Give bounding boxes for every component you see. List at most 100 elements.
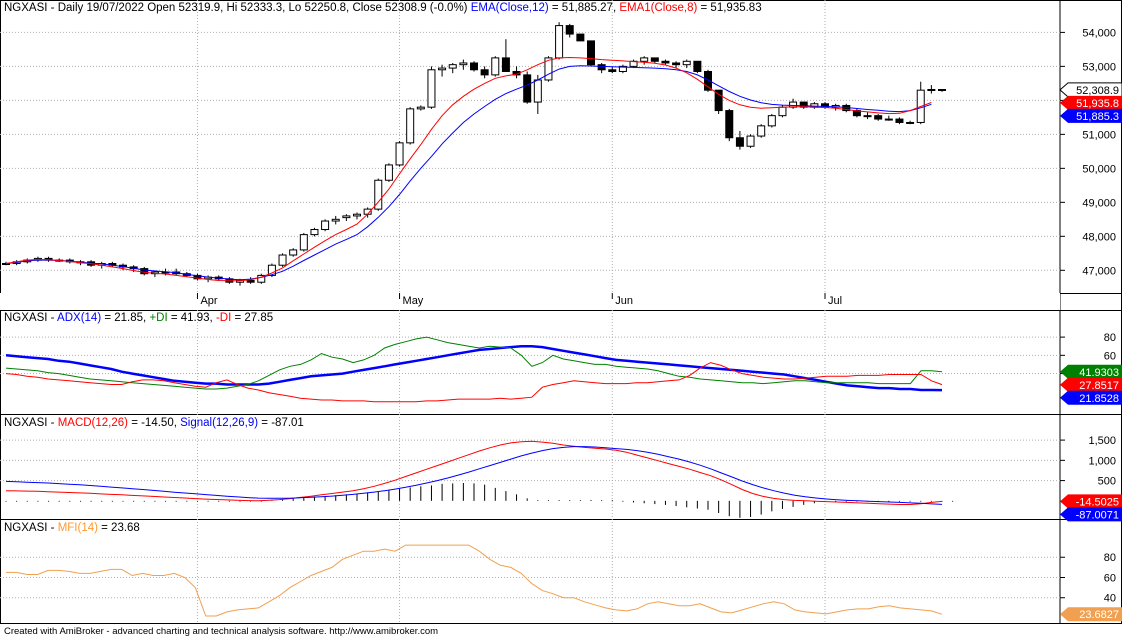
month-label-jul: Jul [828, 295, 842, 307]
adx-label: ADX(14) [57, 312, 102, 324]
candle-up [353, 213, 361, 217]
candle-up [544, 57, 553, 81]
candle-up [310, 229, 319, 236]
candle-down [576, 33, 585, 42]
candle-down [470, 62, 478, 71]
candle-up [555, 25, 564, 59]
candle-up [906, 121, 915, 124]
adx-value: = 21.85, [101, 312, 150, 324]
tag-shape [1060, 607, 1122, 622]
candle-down [714, 89, 723, 112]
candle-down [725, 110, 734, 139]
tag-shape [1060, 377, 1122, 392]
y-tick-label: 51,000 [1082, 129, 1116, 141]
candle-down [565, 25, 574, 35]
candle-up [374, 179, 383, 210]
tag-text: 51,885.3 [1076, 111, 1119, 123]
candle-down [735, 137, 744, 147]
mfi-pane-header: NGXASI - MFI(14) = 23.68 [4, 522, 140, 534]
last-value-tag: 27.8517 [1060, 377, 1122, 392]
signal-12-26-9-line [5, 446, 943, 505]
candle-down [587, 40, 595, 66]
candle-up [746, 135, 755, 147]
tag-shape [1059, 82, 1122, 98]
last-value-tag: 41.9303 [1060, 364, 1122, 379]
pdi-label: +DI [149, 312, 168, 324]
candle-up [384, 164, 393, 181]
y-tick-label: 1,000 [1088, 455, 1116, 467]
price-pane-header: NGXASI - Daily 19/07/2022 Open 52319.9, … [4, 2, 762, 14]
ohlc-summary: - Daily 19/07/2022 Open 52319.9, Hi 5233… [47, 2, 468, 14]
y-tick-label: 60 [1104, 572, 1116, 584]
candle-up [778, 106, 787, 117]
footer-credit: Created with AmiBroker - advanced charti… [4, 626, 439, 637]
candle-up [863, 115, 872, 118]
candle-up [533, 79, 542, 103]
macd-symbol: NGXASI - [4, 417, 58, 429]
tag-text: 52,308.9 [1076, 85, 1119, 97]
macd-pane-header: NGXASI - MACD(12,26) = -14.50, Signal(12… [4, 417, 304, 429]
month-label-may: May [403, 295, 424, 307]
candle-down [672, 62, 681, 66]
adx-pane-header: NGXASI - ADX(14) = 21.85, +DI = 41.93, -… [4, 312, 273, 324]
symbol-label: NGXASI [4, 2, 48, 14]
y-tick-label: 80 [1104, 332, 1116, 344]
y-tick-label: 40 [1104, 593, 1116, 605]
candle-up [767, 115, 776, 127]
tag-shape [1060, 507, 1122, 522]
-diline [5, 362, 943, 403]
adx-symbol: NGXASI - [4, 312, 58, 324]
tag-text: -87.0071 [1076, 509, 1119, 521]
tag-text: 27.8517 [1079, 380, 1119, 392]
y-tick-label: 60 [1104, 350, 1116, 362]
last-value-tag: 51,935.8 [1060, 95, 1122, 110]
axis-labels: AprMayJunJul54,00053,00052,00051,00050,0… [200, 27, 1122, 622]
candle-up [416, 106, 425, 110]
candle-down [480, 69, 489, 76]
candle-down [874, 115, 883, 120]
macd-value: = -14.50, [128, 417, 181, 429]
candle-down [704, 70, 712, 91]
ema12-line [5, 65, 932, 281]
candle-down [938, 88, 946, 91]
last-value-tag: 51,885.3 [1060, 108, 1122, 123]
y-tick-label: 80 [1104, 552, 1116, 564]
y-tick-label: 49,000 [1082, 197, 1116, 209]
candle-down [693, 60, 702, 72]
candle-up [459, 62, 468, 66]
candle-down [597, 64, 606, 71]
candle-up [342, 215, 351, 219]
macd-12-26-line [5, 440, 943, 505]
tag-shape [1060, 95, 1122, 110]
candle-up [267, 264, 276, 276]
mdi-value: = 27.85 [231, 312, 274, 324]
ema12-label: EMA(Close,12) [470, 2, 549, 14]
y-tick-label: 48,000 [1082, 231, 1116, 243]
candle-up [618, 65, 627, 72]
signal-label: Signal(12,26,9) [180, 417, 259, 429]
-diline [5, 336, 943, 390]
tag-text: 23.6827 [1079, 609, 1119, 621]
candle-up [427, 69, 436, 108]
y-tick-label: 1,500 [1088, 435, 1116, 447]
candle-up [321, 220, 330, 231]
tag-shape [1060, 364, 1122, 379]
y-tick-label: 53,000 [1082, 61, 1116, 73]
ema8-value: = 51,935.83 [697, 2, 762, 14]
candle-up [289, 249, 298, 256]
mfi-14-line [6, 544, 943, 617]
last-value-tag: -87.0071 [1060, 507, 1122, 522]
y-tick-label: 500 [1098, 476, 1116, 488]
tag-text: 41.9303 [1079, 367, 1119, 379]
y-tick-label: 50,000 [1082, 163, 1116, 175]
pdi-value: = 41.93, [167, 312, 216, 324]
candle-up [438, 67, 447, 71]
mfi-value: = 23.68 [97, 522, 140, 534]
last-value-tag: 52,308.9 [1059, 82, 1122, 98]
ema12-value: = 51,885.27, [548, 2, 617, 14]
macd-label: MACD(12,26) [57, 417, 128, 429]
date-axis-band [0, 293, 1060, 310]
candle-up [884, 118, 893, 121]
ema8-line [5, 56, 932, 282]
